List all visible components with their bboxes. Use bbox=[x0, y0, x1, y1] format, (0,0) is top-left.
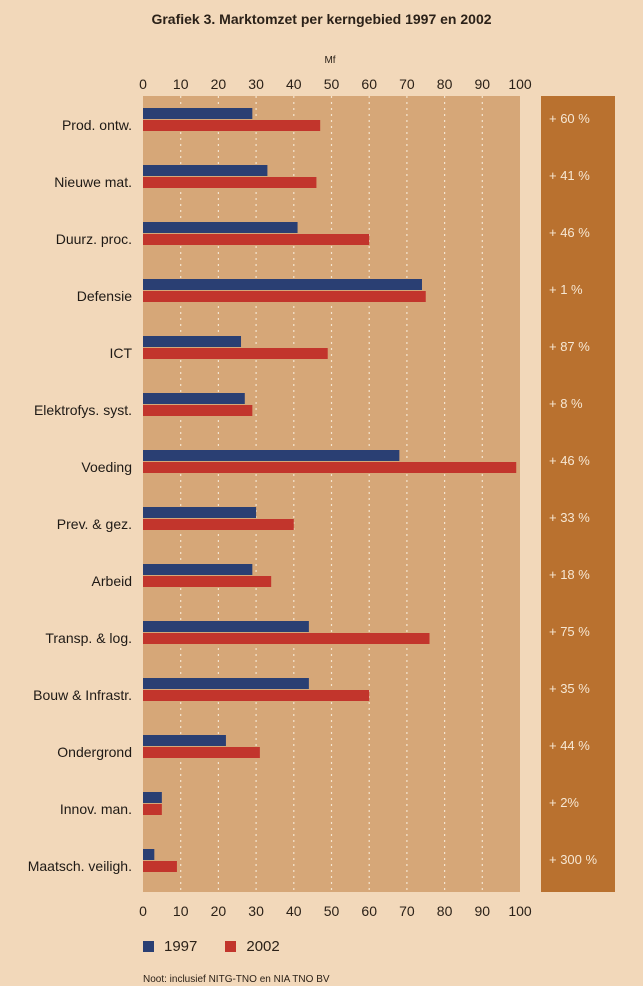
x-tick-label-bottom: 50 bbox=[324, 903, 340, 919]
growth-labels: + 60 % + 41 % + 46 % + 1 % + 87 % + 8 % + 46 %… bbox=[549, 111, 598, 867]
x-tick-label-bottom: 100 bbox=[508, 903, 532, 919]
legend-label-2002: 2002 bbox=[246, 938, 280, 955]
bar-1997 bbox=[143, 279, 422, 290]
bar-2002 bbox=[143, 405, 253, 416]
bar-1997 bbox=[143, 108, 253, 119]
category-label: Bouw & Infrastr. bbox=[33, 687, 132, 703]
x-axis-bottom: 0 10 20 30 40 50 60 70 80 90 100 bbox=[139, 903, 532, 919]
bar-1997 bbox=[143, 507, 257, 518]
legend-swatch-2002 bbox=[225, 941, 237, 952]
x-tick-label-bottom: 90 bbox=[475, 903, 491, 919]
footnote: Noot: inclusief NITG-TNO en NIA TNO BV bbox=[143, 974, 330, 985]
growth-label: + 1 % bbox=[549, 282, 583, 297]
category-label: Maatsch. veiligh. bbox=[28, 858, 132, 874]
bar-1997 bbox=[143, 735, 226, 746]
growth-label: + 35 % bbox=[549, 681, 590, 696]
growth-label: + 60 % bbox=[549, 111, 590, 126]
growth-label: + 46 % bbox=[549, 225, 590, 240]
x-tick-label-bottom: 10 bbox=[173, 903, 189, 919]
bar-2002 bbox=[143, 633, 430, 644]
bar-2002 bbox=[143, 291, 426, 302]
growth-label: + 2% bbox=[549, 795, 579, 810]
category-label: Transp. & log. bbox=[45, 630, 132, 646]
bar-1997 bbox=[143, 393, 245, 404]
bar-1997 bbox=[143, 678, 309, 689]
growth-label: + 300 % bbox=[549, 852, 598, 867]
bar-1997 bbox=[143, 336, 242, 347]
x-tick-label-bottom: 0 bbox=[139, 903, 147, 919]
x-tick-label-bottom: 80 bbox=[437, 903, 453, 919]
unit-label: Mf bbox=[324, 55, 336, 66]
category-label: Elektrofys. syst. bbox=[34, 402, 132, 418]
x-tick-label-top: 30 bbox=[248, 76, 264, 92]
legend: 1997 2002 bbox=[143, 938, 308, 955]
x-tick-label-top: 80 bbox=[437, 76, 453, 92]
category-label: Nieuwe mat. bbox=[54, 174, 132, 190]
bar-2002 bbox=[143, 690, 370, 701]
x-tick-label-bottom: 30 bbox=[248, 903, 264, 919]
bar-2002 bbox=[143, 804, 162, 815]
growth-panel bbox=[541, 96, 615, 892]
legend-item-2002: 2002 bbox=[225, 938, 280, 955]
bar-2002 bbox=[143, 576, 272, 587]
x-tick-label-top: 20 bbox=[211, 76, 227, 92]
category-label: ICT bbox=[109, 345, 132, 361]
bar-2002 bbox=[143, 177, 317, 188]
category-label: Prev. & gez. bbox=[57, 516, 132, 532]
bar-1997 bbox=[143, 792, 162, 803]
x-tick-label-top: 10 bbox=[173, 76, 189, 92]
legend-swatch-1997 bbox=[143, 941, 154, 952]
growth-label: + 75 % bbox=[549, 624, 590, 639]
bar-2002 bbox=[143, 462, 517, 473]
x-tick-label-bottom: 20 bbox=[211, 903, 227, 919]
growth-label: + 44 % bbox=[549, 738, 590, 753]
bar-2002 bbox=[143, 519, 294, 530]
growth-label: + 46 % bbox=[549, 453, 590, 468]
category-label: Defensie bbox=[77, 288, 132, 304]
category-label: Duurz. proc. bbox=[56, 231, 132, 247]
bar-1997 bbox=[143, 450, 400, 461]
bar-1997 bbox=[143, 849, 155, 860]
bar-1997 bbox=[143, 564, 253, 575]
category-label: Innov. man. bbox=[60, 801, 132, 817]
bar-2002 bbox=[143, 861, 177, 872]
chart-title: Grafiek 3. Marktomzet per kerngebied 199… bbox=[151, 11, 492, 27]
x-tick-label-top: 100 bbox=[508, 76, 532, 92]
x-axis-top: 0 10 20 30 40 50 60 70 80 90 100 bbox=[139, 76, 532, 92]
bar-1997 bbox=[143, 621, 309, 632]
growth-label: + 33 % bbox=[549, 510, 590, 525]
bar-2002 bbox=[143, 747, 260, 758]
bar-chart: 0 10 20 30 40 50 60 70 80 90 100 0 10 20 30 40 50 60 70 80… bbox=[28, 76, 615, 919]
bar-2002 bbox=[143, 234, 370, 245]
category-label: Voeding bbox=[81, 459, 132, 475]
x-tick-label-top: 40 bbox=[286, 76, 302, 92]
x-tick-label-bottom: 70 bbox=[399, 903, 415, 919]
bar-1997 bbox=[143, 222, 298, 233]
legend-item-1997: 1997 bbox=[143, 938, 197, 955]
x-tick-label-top: 60 bbox=[361, 76, 377, 92]
bar-2002 bbox=[143, 120, 321, 131]
bar-1997 bbox=[143, 165, 268, 176]
x-tick-label-top: 0 bbox=[139, 76, 147, 92]
x-tick-label-top: 50 bbox=[324, 76, 340, 92]
growth-label: + 18 % bbox=[549, 567, 590, 582]
category-label: Prod. ontw. bbox=[62, 117, 132, 133]
x-tick-label-top: 70 bbox=[399, 76, 415, 92]
x-tick-label-bottom: 60 bbox=[361, 903, 377, 919]
growth-label: + 8 % bbox=[549, 396, 583, 411]
x-tick-label-top: 90 bbox=[475, 76, 491, 92]
category-label: Arbeid bbox=[92, 573, 132, 589]
legend-label-1997: 1997 bbox=[164, 938, 198, 955]
category-label: Ondergrond bbox=[57, 744, 132, 760]
x-tick-label-bottom: 40 bbox=[286, 903, 302, 919]
growth-label: + 87 % bbox=[549, 339, 590, 354]
bar-2002 bbox=[143, 348, 328, 359]
growth-label: + 41 % bbox=[549, 168, 590, 183]
category-labels: Prod. ontw. Nieuwe mat. Duurz. proc. Defens… bbox=[28, 117, 133, 874]
bars bbox=[143, 108, 517, 872]
